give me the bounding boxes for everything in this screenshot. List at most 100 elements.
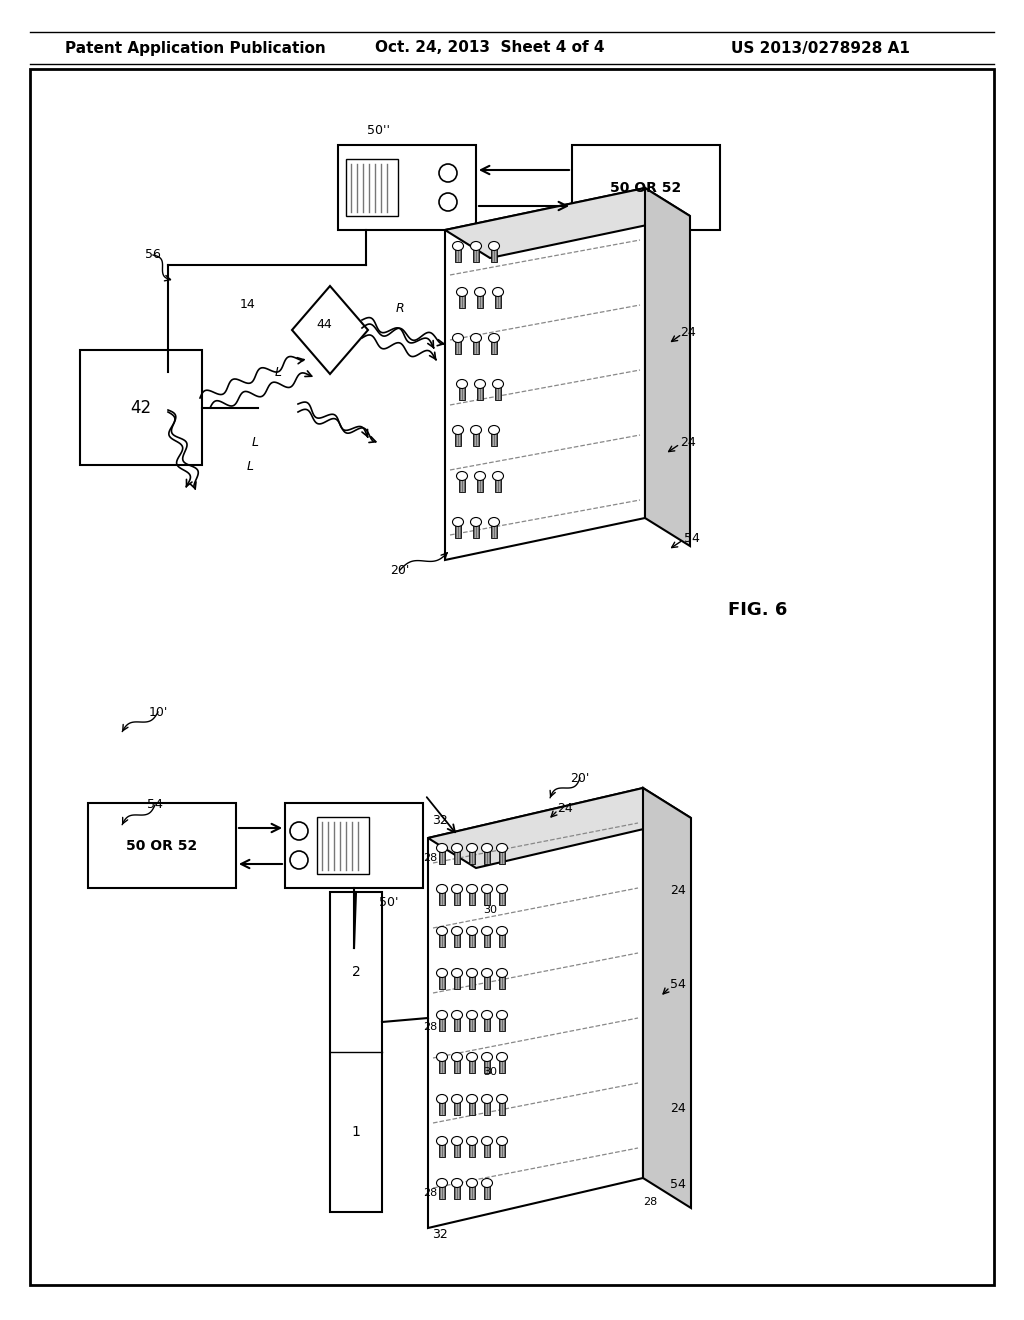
Ellipse shape bbox=[481, 843, 493, 853]
Bar bbox=[499, 1101, 505, 1115]
Bar bbox=[469, 975, 475, 989]
Polygon shape bbox=[445, 187, 645, 560]
Bar bbox=[473, 248, 479, 261]
Bar bbox=[459, 294, 465, 308]
Bar bbox=[495, 478, 501, 492]
Bar bbox=[459, 385, 465, 400]
Bar bbox=[454, 891, 460, 906]
Text: 1: 1 bbox=[351, 1125, 360, 1139]
Bar bbox=[439, 1059, 445, 1073]
Ellipse shape bbox=[497, 843, 508, 853]
Bar bbox=[469, 850, 475, 865]
Ellipse shape bbox=[497, 884, 508, 894]
Bar bbox=[490, 341, 497, 354]
Bar bbox=[469, 1185, 475, 1199]
Bar bbox=[439, 850, 445, 865]
Ellipse shape bbox=[436, 884, 447, 894]
Ellipse shape bbox=[481, 927, 493, 936]
Ellipse shape bbox=[452, 843, 463, 853]
Ellipse shape bbox=[493, 288, 504, 297]
Ellipse shape bbox=[470, 242, 481, 251]
Bar bbox=[455, 248, 461, 261]
Ellipse shape bbox=[452, 884, 463, 894]
Bar bbox=[469, 933, 475, 946]
Bar bbox=[469, 1016, 475, 1031]
Text: Patent Application Publication: Patent Application Publication bbox=[65, 41, 326, 55]
Bar bbox=[439, 1101, 445, 1115]
Bar bbox=[346, 158, 398, 216]
Bar bbox=[499, 1016, 505, 1031]
Ellipse shape bbox=[436, 843, 447, 853]
Ellipse shape bbox=[481, 1052, 493, 1061]
Ellipse shape bbox=[436, 1094, 447, 1104]
Ellipse shape bbox=[493, 380, 504, 388]
Polygon shape bbox=[428, 788, 691, 869]
Bar bbox=[439, 1016, 445, 1031]
Ellipse shape bbox=[453, 425, 464, 434]
Text: 54: 54 bbox=[147, 799, 163, 812]
Bar bbox=[455, 341, 461, 354]
Ellipse shape bbox=[452, 1137, 463, 1146]
Bar bbox=[499, 1143, 505, 1158]
Ellipse shape bbox=[467, 1179, 477, 1188]
Bar bbox=[439, 891, 445, 906]
Ellipse shape bbox=[497, 969, 508, 978]
Text: 24: 24 bbox=[680, 326, 696, 338]
Ellipse shape bbox=[457, 380, 468, 388]
Text: 32: 32 bbox=[432, 813, 449, 826]
Ellipse shape bbox=[436, 927, 447, 936]
Bar bbox=[454, 1185, 460, 1199]
Bar bbox=[572, 145, 720, 230]
Bar bbox=[285, 803, 423, 888]
Bar bbox=[490, 248, 497, 261]
Bar bbox=[454, 1143, 460, 1158]
Text: 30: 30 bbox=[483, 906, 497, 915]
Ellipse shape bbox=[474, 380, 485, 388]
Bar bbox=[495, 385, 501, 400]
Bar bbox=[454, 850, 460, 865]
Bar bbox=[499, 1059, 505, 1073]
Ellipse shape bbox=[488, 334, 500, 342]
Text: 24: 24 bbox=[670, 883, 686, 896]
Ellipse shape bbox=[467, 884, 477, 894]
Bar bbox=[455, 524, 461, 539]
Polygon shape bbox=[428, 788, 643, 1228]
Bar bbox=[499, 891, 505, 906]
Bar bbox=[454, 1016, 460, 1031]
Bar bbox=[484, 891, 490, 906]
Ellipse shape bbox=[493, 471, 504, 480]
Polygon shape bbox=[292, 286, 368, 374]
Bar bbox=[454, 1101, 460, 1115]
Ellipse shape bbox=[436, 1011, 447, 1019]
Bar bbox=[495, 294, 501, 308]
Bar bbox=[499, 975, 505, 989]
Bar bbox=[469, 1143, 475, 1158]
Ellipse shape bbox=[436, 1179, 447, 1188]
Ellipse shape bbox=[474, 288, 485, 297]
Ellipse shape bbox=[470, 517, 481, 527]
Text: 24: 24 bbox=[680, 436, 696, 449]
Ellipse shape bbox=[481, 1137, 493, 1146]
Ellipse shape bbox=[481, 1094, 493, 1104]
Bar bbox=[477, 294, 483, 308]
Text: 42: 42 bbox=[130, 399, 152, 417]
Text: 20': 20' bbox=[390, 564, 410, 577]
Text: 10': 10' bbox=[148, 705, 168, 718]
Text: Oct. 24, 2013  Sheet 4 of 4: Oct. 24, 2013 Sheet 4 of 4 bbox=[375, 41, 605, 55]
Bar bbox=[484, 1185, 490, 1199]
Ellipse shape bbox=[453, 517, 464, 527]
Bar bbox=[454, 933, 460, 946]
Bar bbox=[499, 933, 505, 946]
Ellipse shape bbox=[453, 334, 464, 342]
Bar bbox=[477, 385, 483, 400]
Text: L: L bbox=[247, 459, 254, 473]
Bar bbox=[455, 432, 461, 446]
Bar bbox=[484, 933, 490, 946]
Ellipse shape bbox=[497, 1137, 508, 1146]
Ellipse shape bbox=[457, 288, 468, 297]
Text: 20': 20' bbox=[570, 771, 590, 784]
Ellipse shape bbox=[470, 334, 481, 342]
Ellipse shape bbox=[467, 1052, 477, 1061]
Text: 30: 30 bbox=[483, 1067, 497, 1077]
Ellipse shape bbox=[488, 517, 500, 527]
